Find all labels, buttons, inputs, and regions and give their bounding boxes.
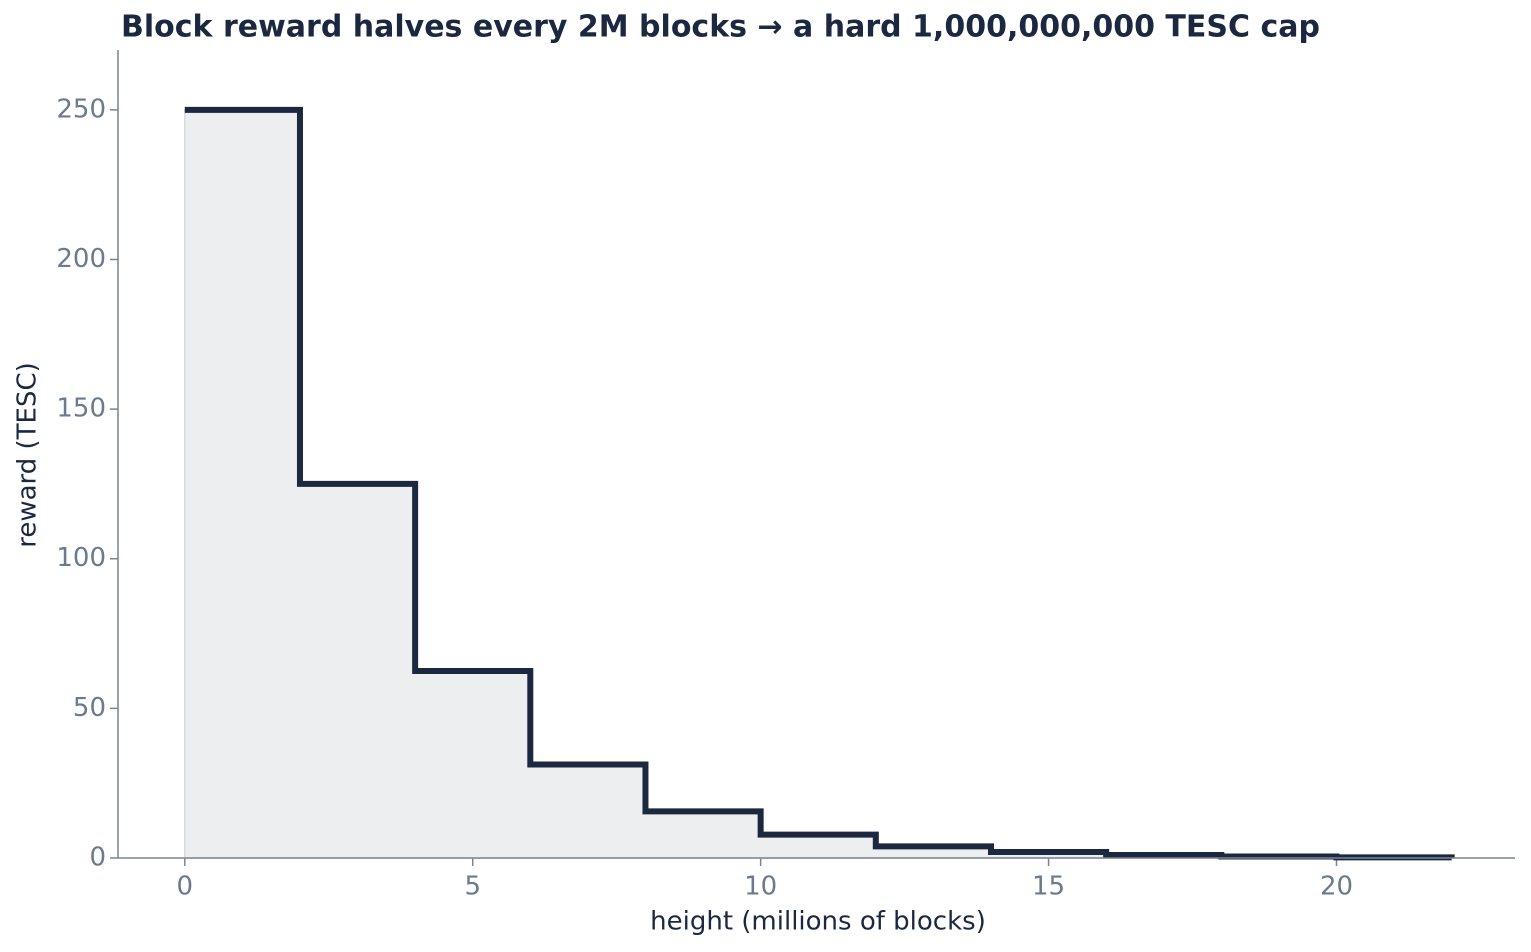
y-tick-label: 200 — [56, 244, 106, 274]
x-tick-label: 5 — [464, 872, 481, 902]
step-line — [184, 106, 1455, 861]
y-tick-label: 150 — [56, 394, 106, 424]
x-tick-label: 0 — [177, 872, 194, 902]
y-tick-label: 50 — [73, 693, 106, 723]
x-axis-label: height (millions of blocks) — [650, 907, 986, 937]
x-tick-label: 15 — [1032, 872, 1065, 902]
x-tick-label: 20 — [1320, 872, 1353, 902]
y-tick-label: 250 — [56, 94, 106, 124]
y-axis-label: reward (TESC) — [13, 362, 43, 548]
chart-title: Block reward halves every 2M blocks → a … — [121, 10, 1320, 45]
x-tick-label: 10 — [744, 872, 777, 902]
y-tick-label: 100 — [56, 543, 106, 573]
y-tick-label: 0 — [89, 843, 106, 873]
